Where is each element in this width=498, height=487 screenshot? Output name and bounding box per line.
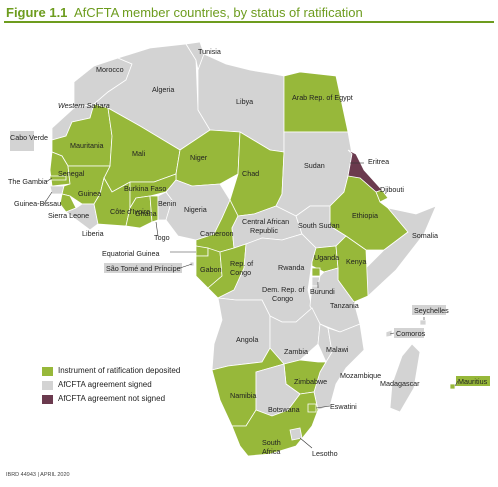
label-madagascar: Madagascar — [380, 379, 420, 388]
label-zimbabwe: Zimbabwe — [294, 377, 327, 386]
label-botswana: Botswana — [268, 405, 300, 414]
country-egypt — [283, 71, 349, 133]
label-south-africa-line1: South — [262, 438, 281, 447]
label-rwanda: Rwanda — [278, 263, 304, 272]
title-rule — [4, 21, 494, 23]
label-guinea: Guinea — [78, 189, 101, 198]
label-tunisia: Tunisia — [198, 47, 221, 56]
label-eswatini: Eswatini — [330, 402, 357, 411]
label-drc-line2: Congo — [272, 294, 293, 303]
label-box-mauritius — [456, 376, 490, 386]
label-angola: Angola — [236, 335, 258, 344]
label-cabo-verde: Cabo Verde — [10, 133, 48, 142]
country-madagascar — [389, 343, 421, 413]
label-namibia: Namibia — [230, 391, 256, 400]
legend-swatch-signed — [42, 381, 53, 390]
label-sao-tome: São Tomé and Príncipe — [106, 264, 181, 273]
country-seychelles — [419, 319, 427, 326]
label-ghana: Ghana — [135, 209, 157, 218]
label-somalia: Somalia — [412, 231, 438, 240]
label-uganda: Uganda — [314, 253, 339, 262]
label-togo: Togo — [154, 233, 170, 242]
label-seychelles: Seychelles — [414, 306, 449, 315]
label-nigeria: Nigeria — [184, 205, 207, 214]
country-eswatini — [307, 403, 317, 413]
label-car-line2: Republic — [250, 226, 278, 235]
label-chad: Chad — [242, 169, 259, 178]
label-box-sao-tome — [104, 263, 182, 273]
country-angola — [211, 297, 271, 371]
label-burundi: Burundi — [310, 287, 335, 296]
africa-map: Morocco Tunisia Algeria Libya Arab Rep. … — [8, 41, 490, 458]
label-sudan: Sudan — [304, 161, 325, 170]
label-cote-divoire: Côte d'Ivoire — [110, 207, 150, 216]
label-senegal: Senegal — [58, 169, 85, 178]
label-drc-line1: Dem. Rep. of — [262, 285, 304, 294]
label-malawi: Malawi — [326, 345, 349, 354]
label-box-seychelles — [412, 305, 446, 315]
country-comoros — [385, 329, 393, 338]
label-ethiopia: Ethiopia — [352, 211, 378, 220]
label-western-sahara: Western Sahara — [58, 101, 110, 110]
country-south-africa — [231, 391, 319, 457]
label-mauritania: Mauritania — [70, 141, 104, 150]
label-kenya: Kenya — [346, 257, 366, 266]
label-box-cabo-verde — [10, 131, 34, 151]
label-south-africa-line2: Africa — [262, 447, 280, 456]
country-somalia — [365, 205, 437, 297]
label-eritrea: Eritrea — [368, 157, 389, 166]
label-benin: Benin — [158, 199, 176, 208]
label-comoros: Comoros — [396, 329, 426, 338]
label-libya: Libya — [236, 97, 253, 106]
country-rwanda — [311, 267, 321, 277]
label-sierra-leone: Sierra Leone — [48, 211, 89, 220]
map-id-footer: IBRD 44943 | APRIL 2020 — [6, 472, 70, 478]
label-south-sudan: South Sudan — [298, 221, 340, 230]
label-morocco: Morocco — [96, 65, 124, 74]
label-egypt: Arab Rep. of Egypt — [292, 93, 353, 102]
label-niger: Niger — [190, 153, 208, 162]
legend-label-ratified: Instrument of ratification deposited — [58, 366, 181, 375]
label-liberia: Liberia — [82, 229, 104, 238]
label-car-line1: Central African — [242, 217, 289, 226]
figure-number: Figure 1.1 — [6, 5, 68, 20]
legend-swatch-ratified — [42, 367, 53, 376]
label-lesotho: Lesotho — [312, 449, 338, 458]
label-zambia: Zambia — [284, 347, 308, 356]
label-algeria: Algeria — [152, 85, 174, 94]
figure-title: AfCFTA member countries, by status of ra… — [74, 5, 363, 20]
country-equatorial-guinea — [195, 245, 209, 257]
country-gambia — [49, 175, 67, 181]
label-box-comoros — [394, 328, 424, 338]
label-gambia: The Gambia — [8, 177, 48, 186]
label-cameroon: Cameroon — [200, 229, 234, 238]
label-equatorial-guinea: Equatorial Guinea — [102, 249, 160, 258]
legend-label-signed: AfCFTA agreement signed — [58, 380, 152, 389]
label-tanzania: Tanzania — [330, 301, 359, 310]
legend-swatch-not-signed — [42, 395, 53, 404]
label-mali: Mali — [132, 149, 146, 158]
leader-lines — [43, 162, 459, 449]
country-mauritius — [449, 383, 456, 390]
label-congo-line1: Rep. of — [230, 259, 253, 268]
country-lesotho — [289, 427, 303, 441]
label-guinea-bissau: Guinea-Bissau — [14, 199, 61, 208]
figure-header: Figure 1.1 AfCFTA member countries, by s… — [4, 2, 494, 22]
label-djibouti: Djibouti — [380, 185, 404, 194]
label-burkina-faso: Burkina Faso — [124, 184, 166, 193]
label-mozambique: Mozambique — [340, 371, 381, 380]
label-gabon: Gabon — [200, 265, 222, 274]
label-mauritius: Mauritius — [458, 377, 488, 386]
legend-label-not-signed: AfCFTA agreement not signed — [58, 394, 166, 403]
label-congo-line2: Congo — [230, 268, 251, 277]
